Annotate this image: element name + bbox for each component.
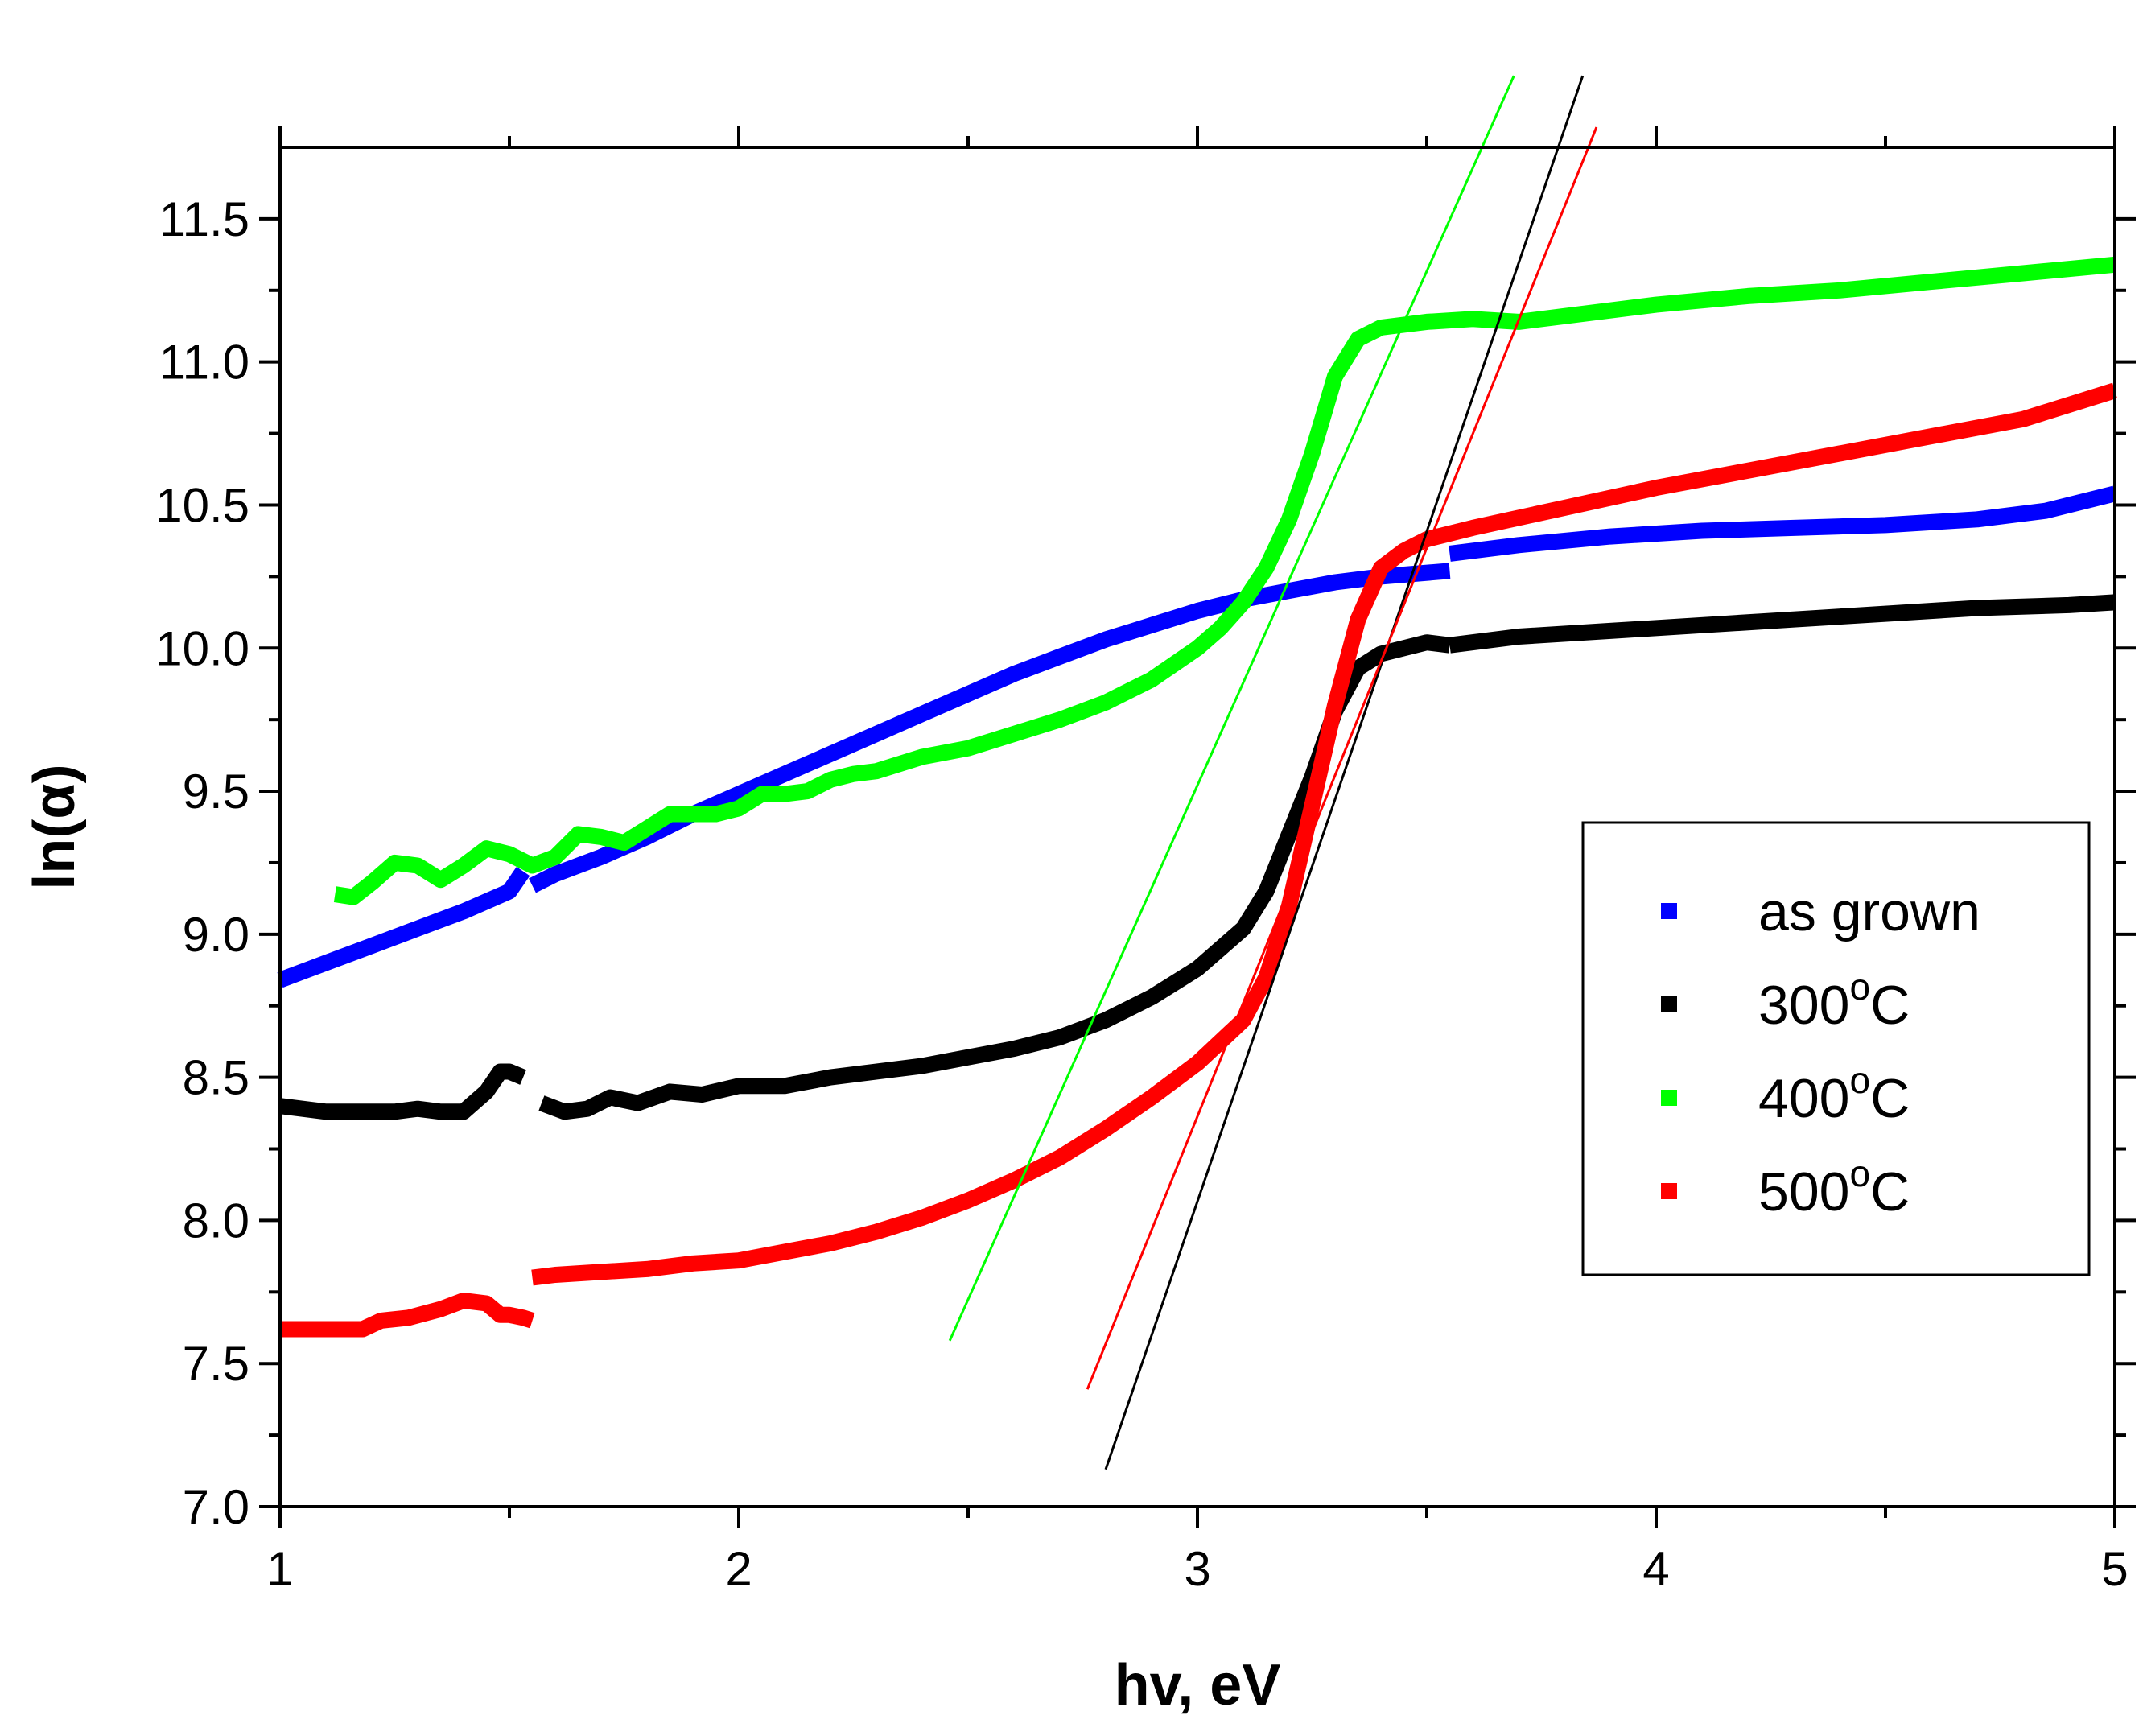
legend-marker-1 [1661, 996, 1677, 1012]
y-tick-label: 10.0 [155, 621, 249, 675]
fit-line-0 [948, 75, 1515, 1342]
series-0-segment-1 [529, 563, 1451, 893]
y-tick-label: 8.5 [183, 1051, 249, 1105]
x-tick-label: 2 [725, 1542, 752, 1596]
y-tick-label: 11.0 [159, 336, 249, 390]
fit-line-2 [1086, 126, 1598, 1390]
series-2 [333, 256, 2116, 905]
x-tick-label: 1 [266, 1542, 293, 1596]
fit-line-1 [1104, 75, 1585, 1470]
y-tick-label: 9.5 [183, 765, 249, 819]
legend-label-main: 400 [1758, 1068, 1849, 1129]
y-tick-label: 7.5 [183, 1337, 249, 1391]
legend-label-main: 300 [1758, 975, 1849, 1036]
series-0-segment-2 [1449, 485, 2117, 562]
legend-label-unit: C [1870, 975, 1910, 1036]
series-0-segment-0 [277, 866, 530, 988]
series-1-segment-1 [538, 634, 1451, 1120]
x-tick-label: 5 [2101, 1542, 2128, 1596]
legend-label-unit: C [1870, 1161, 1910, 1223]
legend-label-main: as grown [1758, 881, 1980, 942]
legend-label-main: 500 [1758, 1161, 1849, 1223]
legend-label-1: 300oC [1758, 966, 1910, 1036]
legend-label-degree: o [1849, 1059, 1870, 1101]
x-tick-label: 4 [1642, 1542, 1669, 1596]
x-axis-title: hv, eV [1115, 1653, 1281, 1717]
y-tick-label: 11.5 [159, 192, 249, 246]
series-layer [277, 256, 2117, 1338]
y-tick-label: 8.0 [183, 1194, 249, 1247]
legend-label-0: as grown [1758, 881, 1980, 942]
legend-label-degree: o [1849, 1153, 1870, 1194]
y-tick-label: 7.0 [183, 1480, 249, 1534]
legend-label-3: 500oC [1758, 1153, 1910, 1223]
y-tick-label: 9.0 [183, 908, 249, 962]
legend-marker-0 [1661, 903, 1677, 919]
y-axis-title: ln(α) [23, 764, 87, 889]
series-1-segment-2 [1449, 594, 2116, 654]
legend-marker-2 [1661, 1090, 1677, 1106]
series-3-segment-0 [280, 1293, 535, 1338]
x-tick-label: 3 [1184, 1542, 1210, 1596]
legend-label-unit: C [1870, 1068, 1910, 1129]
series-3-segment-1 [531, 382, 2117, 1286]
x-axis-ticks: 1 2 3 4 5 [266, 126, 2129, 1596]
series-1-segment-0 [278, 1063, 526, 1120]
series-0 [277, 485, 2117, 988]
legend-marker-3 [1661, 1183, 1677, 1199]
legend-label-degree: o [1849, 966, 1870, 1008]
legend-box [1581, 821, 2091, 1276]
series-3 [280, 382, 2117, 1338]
y-tick-label: 10.5 [155, 478, 249, 532]
fit-lines [948, 75, 1598, 1470]
y-axis-ticks: 7.0 7.5 8.0 8.5 9.0 9.5 10.0 10.5 11.0 11.5 [155, 192, 2136, 1534]
series-2-segment-0 [333, 256, 2116, 905]
legend-label-2: 400oC [1758, 1059, 1910, 1129]
